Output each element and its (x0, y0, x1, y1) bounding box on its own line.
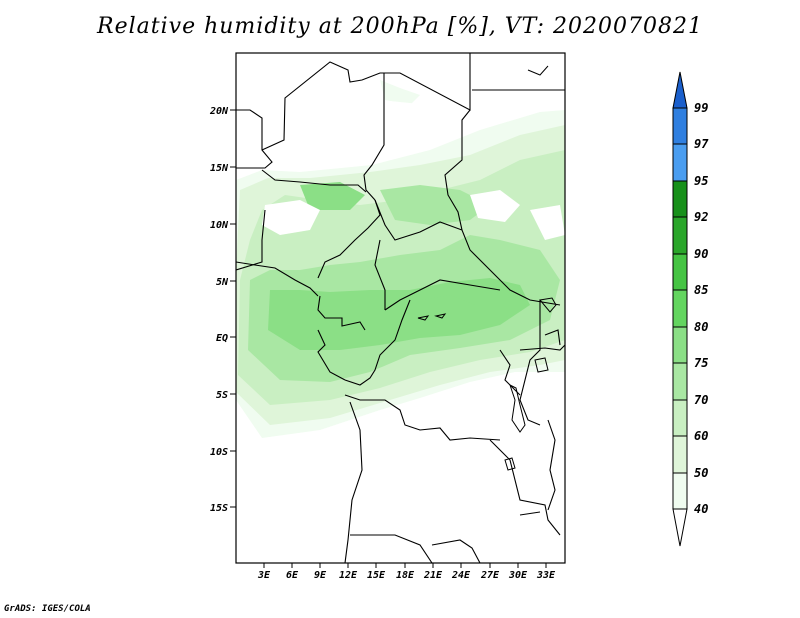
lakes (417, 65, 557, 516)
colorbar: 99 97 95 92 90 85 80 75 70 60 50 40 (672, 71, 709, 547)
colorbar-segment-97-99 (672, 107, 688, 145)
colorbar-label-40: 40 (694, 502, 708, 516)
colorbar-label-95: 95 (694, 174, 708, 188)
lat-label-5n: 5N (216, 277, 229, 288)
colorbar-segment-50-60 (672, 435, 688, 474)
colorbar-label-75: 75 (694, 356, 708, 370)
colorbar-label-80: 80 (694, 320, 708, 334)
colorbar-top-arrow (672, 71, 688, 109)
lon-label-24e: 24E (451, 570, 471, 581)
lat-label-eq: EQ (216, 333, 228, 344)
colorbar-label-90: 90 (694, 247, 708, 261)
colorbar-segment-95-97 (672, 143, 688, 182)
colorbar-label-60: 60 (694, 429, 708, 443)
lon-label-12e: 12E (339, 570, 358, 581)
country-borders (236, 53, 565, 563)
colorbar-label-92: 92 (694, 210, 708, 224)
lon-label-15e: 15E (367, 570, 386, 581)
colorbar-segment-85-90 (672, 253, 688, 291)
lat-label-20n: 20N (209, 106, 229, 117)
chart-title: Relative humidity at 200hPa [%], VT: 202… (97, 14, 703, 39)
colorbar-label-50: 50 (694, 466, 708, 480)
lon-label-21e: 21E (423, 570, 443, 581)
colorbar-label-99: 99 (694, 101, 708, 115)
longitude-axis: 3E 6E 9E 12E 15E 18E 21E 24E 27E 30E 33E (257, 563, 556, 581)
lon-label-33e: 33E (536, 570, 556, 581)
colorbar-label-70: 70 (694, 393, 708, 407)
lon-label-3e: 3E (257, 570, 271, 581)
humidity-shading (236, 80, 565, 438)
colorbar-segment-70-75 (672, 362, 688, 401)
colorbar-segment-75-80 (672, 326, 688, 364)
lon-label-9e: 9E (314, 570, 327, 581)
colorbar-segment-92-95 (672, 180, 688, 218)
colorbar-bottom-arrow (672, 508, 688, 547)
colorbar-segment-40-50 (672, 472, 688, 510)
lat-label-15n: 15N (210, 163, 229, 174)
colorbar-segment-90-92 (672, 216, 688, 255)
lat-label-15s: 15S (210, 503, 228, 514)
colorbar-segment-80-85 (672, 289, 688, 328)
lon-label-18e: 18E (396, 570, 415, 581)
lat-label-5s: 5S (216, 390, 228, 401)
colorbar-label-97: 97 (694, 137, 709, 151)
latitude-axis: 20N 15N 10N 5N EQ 5S 10S 15S (209, 106, 236, 514)
colorbar-segment-60-70 (672, 399, 688, 437)
colorbar-label-85: 85 (694, 283, 708, 297)
lat-label-10n: 10N (210, 220, 229, 231)
map-frame (235, 52, 566, 564)
lon-label-30e: 30E (508, 570, 528, 581)
lat-label-10s: 10S (210, 447, 228, 458)
grads-credit: GrADS: IGES/COLA (4, 604, 91, 614)
lon-label-27e: 27E (480, 570, 500, 581)
lon-label-6e: 6E (286, 570, 299, 581)
